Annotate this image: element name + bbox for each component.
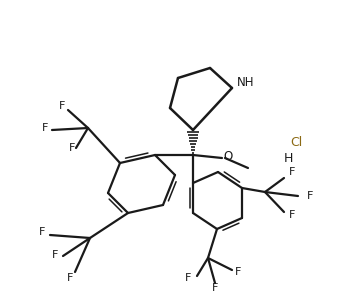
Text: F: F xyxy=(212,283,218,293)
Text: F: F xyxy=(39,227,45,237)
Text: F: F xyxy=(59,101,65,111)
Text: NH: NH xyxy=(237,77,255,89)
Text: O: O xyxy=(223,150,233,164)
Text: F: F xyxy=(69,143,75,153)
Text: F: F xyxy=(307,191,313,201)
Text: F: F xyxy=(289,210,295,220)
Text: H: H xyxy=(283,151,293,164)
Text: F: F xyxy=(52,250,58,260)
Text: F: F xyxy=(67,273,73,283)
Text: F: F xyxy=(289,167,295,177)
Text: F: F xyxy=(235,267,241,277)
Text: Cl: Cl xyxy=(290,136,302,148)
Text: F: F xyxy=(42,123,48,133)
Text: F: F xyxy=(185,273,191,283)
